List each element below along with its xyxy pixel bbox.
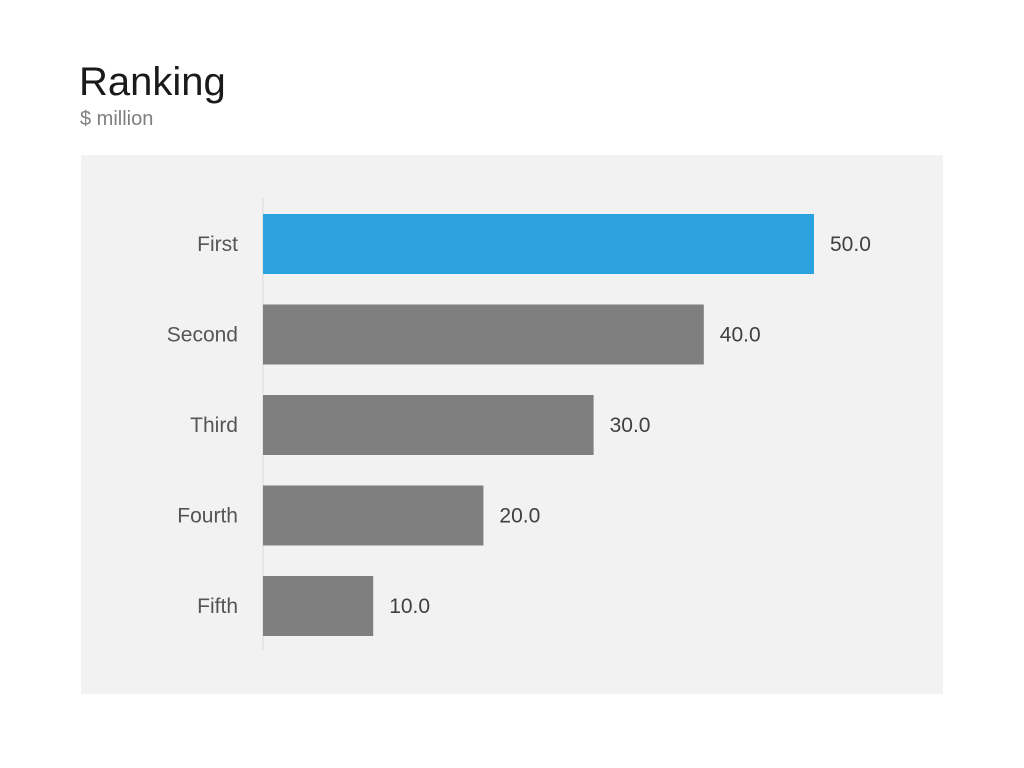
bar-fourth [263, 485, 484, 546]
bar-first [263, 214, 814, 274]
bar-second [263, 304, 704, 365]
value-label-fourth: 20.0 [499, 505, 540, 528]
category-label-first: First [197, 233, 238, 256]
category-label-fourth: Fourth [177, 505, 238, 528]
value-label-fifth: 10.0 [389, 595, 430, 618]
value-label-third: 30.0 [610, 414, 651, 437]
category-label-second: Second [167, 324, 238, 347]
chart-subtitle: $ million [80, 108, 154, 130]
category-label-fifth: Fifth [197, 595, 238, 618]
bar-fifth [263, 576, 374, 636]
bar-third [263, 395, 594, 455]
chart-title: Ranking [79, 60, 226, 104]
category-label-third: Third [190, 414, 238, 437]
value-label-first: 50.0 [830, 233, 871, 256]
value-label-second: 40.0 [720, 324, 761, 347]
